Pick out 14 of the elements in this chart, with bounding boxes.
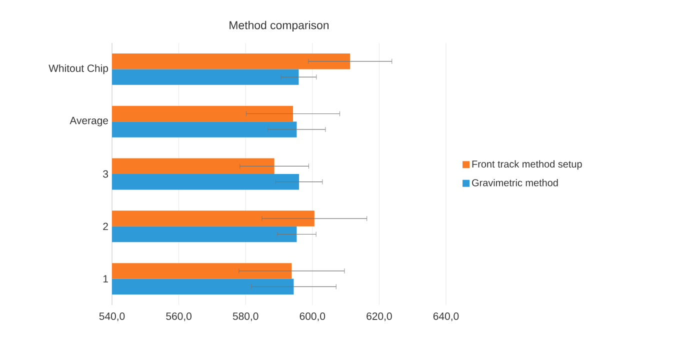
y-tick-label: Average <box>70 116 108 126</box>
x-tick-label: 620,0 <box>366 312 392 322</box>
y-tick-label: 2 <box>103 222 108 230</box>
y-tick-label: 1 <box>103 275 108 282</box>
x-tick-label: 560,0 <box>166 312 192 322</box>
legend-label: Front track method setup <box>472 160 582 170</box>
y-tick-label: 3 <box>103 170 108 178</box>
x-tick-label: 540,0 <box>99 312 125 322</box>
y-tick-label: Whitout Chip <box>48 64 108 74</box>
x-tick-label: 640,0 <box>433 312 459 322</box>
legend-label: Gravimetric method <box>472 178 558 186</box>
x-tick-label: 580,0 <box>232 312 258 322</box>
chart-title: Method comparison <box>230 20 329 32</box>
x-tick-label: 600,0 <box>300 312 326 322</box>
